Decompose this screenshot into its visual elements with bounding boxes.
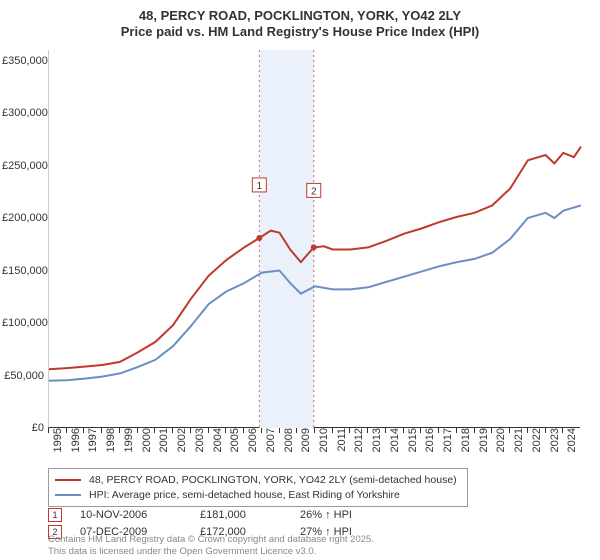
x-tick-label: 2001 [158, 428, 170, 468]
y-tick-label: £50,000 [2, 370, 44, 382]
legend-row: 48, PERCY ROAD, POCKLINGTON, YORK, YO42 … [55, 473, 461, 488]
x-tick-mark [438, 428, 439, 433]
x-tick-label: 2022 [531, 428, 543, 468]
x-tick-label: 2005 [229, 428, 241, 468]
y-tick-label: £150,000 [2, 265, 44, 277]
marker-label: 1 [257, 181, 263, 192]
x-tick-mark [279, 428, 280, 433]
y-tick-label: £0 [2, 422, 44, 434]
x-tick-label: 2002 [176, 428, 188, 468]
x-tick-label: 2012 [353, 428, 365, 468]
x-tick-mark [83, 428, 84, 433]
x-tick-mark [137, 428, 138, 433]
x-tick-label: 2019 [478, 428, 490, 468]
x-tick-mark [154, 428, 155, 433]
x-tick-label: 2024 [566, 428, 578, 468]
sale-delta: 26% ↑ HPI [300, 509, 352, 521]
sale-marker-box: 1 [48, 508, 62, 522]
x-tick-label: 1999 [123, 428, 135, 468]
x-tick-label: 1998 [105, 428, 117, 468]
legend-label: 48, PERCY ROAD, POCKLINGTON, YORK, YO42 … [89, 473, 457, 488]
plot-svg: 12 [49, 50, 581, 428]
attribution-line1: Contains HM Land Registry data © Crown c… [48, 534, 374, 546]
x-tick-mark [562, 428, 563, 433]
legend: 48, PERCY ROAD, POCKLINGTON, YORK, YO42 … [48, 468, 468, 507]
x-tick-label: 2018 [460, 428, 472, 468]
x-tick-mark [119, 428, 120, 433]
x-tick-mark [332, 428, 333, 433]
attribution: Contains HM Land Registry data © Crown c… [48, 534, 374, 558]
legend-swatch-blue [55, 494, 81, 496]
x-tick-label: 2010 [318, 428, 330, 468]
x-tick-label: 2006 [247, 428, 259, 468]
x-tick-mark [403, 428, 404, 433]
x-tick-mark [456, 428, 457, 433]
x-tick-mark [48, 428, 49, 433]
chart-title-block: 48, PERCY ROAD, POCKLINGTON, YORK, YO42 … [0, 8, 600, 39]
x-tick-mark [225, 428, 226, 433]
x-tick-label: 2000 [141, 428, 153, 468]
x-tick-label: 2008 [283, 428, 295, 468]
marker-label: 2 [311, 186, 317, 197]
x-tick-label: 2007 [265, 428, 277, 468]
chart-title-line1: 48, PERCY ROAD, POCKLINGTON, YORK, YO42 … [0, 8, 600, 24]
x-tick-label: 2016 [424, 428, 436, 468]
plot-area: 12 [48, 50, 580, 428]
legend-label: HPI: Average price, semi-detached house,… [89, 488, 400, 503]
y-tick-label: £350,000 [2, 55, 44, 67]
x-tick-mark [190, 428, 191, 433]
x-tick-label: 1995 [52, 428, 64, 468]
x-tick-mark [474, 428, 475, 433]
series-line-price_paid [49, 147, 581, 370]
attribution-line2: This data is licensed under the Open Gov… [48, 546, 374, 558]
x-tick-mark [491, 428, 492, 433]
legend-swatch-red [55, 479, 81, 481]
x-tick-mark [314, 428, 315, 433]
x-tick-mark [367, 428, 368, 433]
x-tick-mark [509, 428, 510, 433]
x-tick-mark [385, 428, 386, 433]
x-tick-mark [66, 428, 67, 433]
x-tick-label: 2009 [300, 428, 312, 468]
chart-title-line2: Price paid vs. HM Land Registry's House … [0, 24, 600, 40]
y-tick-label: £250,000 [2, 160, 44, 172]
x-tick-mark [101, 428, 102, 433]
y-tick-label: £100,000 [2, 317, 44, 329]
x-tick-label: 2004 [212, 428, 224, 468]
x-tick-mark [296, 428, 297, 433]
x-tick-mark [243, 428, 244, 433]
x-tick-mark [545, 428, 546, 433]
sale-date: 10-NOV-2006 [80, 509, 200, 521]
x-tick-mark [527, 428, 528, 433]
x-tick-label: 2013 [371, 428, 383, 468]
x-tick-mark [208, 428, 209, 433]
x-tick-mark [261, 428, 262, 433]
x-tick-label: 2014 [389, 428, 401, 468]
x-tick-label: 1997 [87, 428, 99, 468]
marker-dot [311, 244, 317, 250]
x-tick-mark [349, 428, 350, 433]
x-tick-mark [172, 428, 173, 433]
sale-price: £181,000 [200, 509, 300, 521]
legend-row: HPI: Average price, semi-detached house,… [55, 488, 461, 503]
marker-dot [256, 235, 262, 241]
series-line-hpi [49, 205, 581, 380]
x-tick-label: 2020 [495, 428, 507, 468]
x-tick-label: 2011 [336, 428, 348, 468]
y-tick-label: £200,000 [2, 212, 44, 224]
x-tick-label: 2023 [549, 428, 561, 468]
chart-container: 48, PERCY ROAD, POCKLINGTON, YORK, YO42 … [0, 0, 600, 560]
x-tick-label: 2015 [407, 428, 419, 468]
y-tick-label: £300,000 [2, 107, 44, 119]
x-tick-label: 2021 [513, 428, 525, 468]
x-tick-mark [420, 428, 421, 433]
x-tick-label: 2003 [194, 428, 206, 468]
x-tick-label: 1996 [70, 428, 82, 468]
x-tick-label: 2017 [442, 428, 454, 468]
sale-row: 1 10-NOV-2006 £181,000 26% ↑ HPI [48, 508, 352, 522]
